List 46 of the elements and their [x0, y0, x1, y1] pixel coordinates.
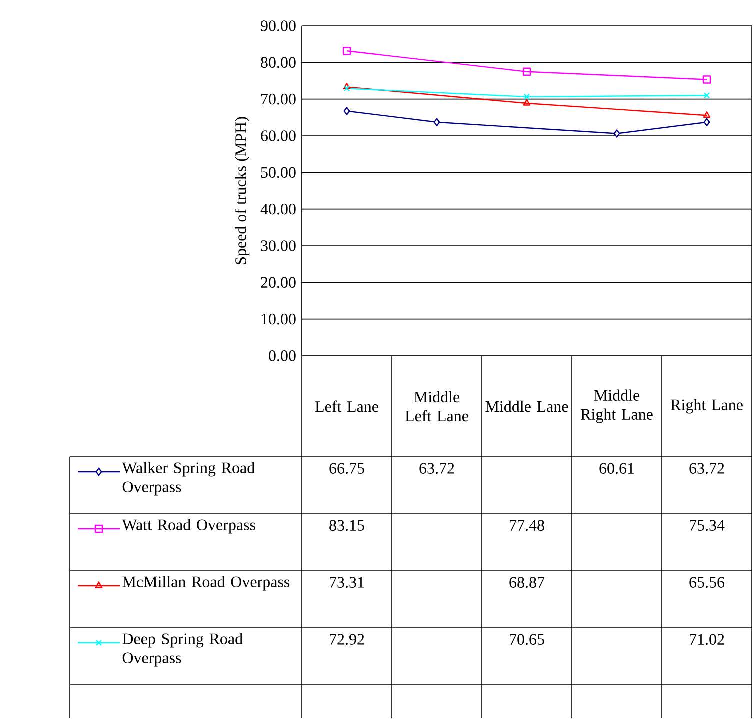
point [704, 118, 710, 126]
y-tick-label: 50.00 [261, 167, 296, 178]
y-tick-label: 70.00 [262, 94, 296, 105]
x-tick-label: Middle Right Lane [581, 390, 653, 424]
data-label: 72.92 [330, 634, 364, 646]
x-tick-label: Right Lane [671, 399, 743, 414]
y-tick-label: 40.00 [260, 204, 296, 215]
y-tick-label: 0.00 [269, 350, 296, 362]
point [523, 99, 531, 106]
point [434, 118, 440, 126]
y-tick-label: 90.00 [260, 20, 296, 32]
point [704, 92, 710, 99]
y-tick-label: 10.00 [262, 314, 296, 325]
legend-label: McMillan Road Overpass [122, 576, 290, 591]
data-label: 77.48 [510, 520, 544, 532]
legend-label: Watt Road Overpass [122, 519, 256, 534]
y-tick-label: 20.00 [261, 277, 296, 288]
x-tick-label: Middle Lane [486, 400, 568, 412]
data-label: 70.65 [510, 634, 544, 646]
point [344, 107, 350, 116]
point [343, 83, 351, 90]
legend-label: Deep Spring Road Overpass [122, 633, 243, 667]
x-tick-label: Middle Left Lane [405, 391, 468, 422]
legend-label: Walker Spring Road Overpass [122, 462, 255, 496]
point [524, 94, 530, 100]
y-tick-label: 80.00 [261, 57, 296, 68]
data-label: 65.56 [690, 577, 725, 588]
point [344, 86, 350, 92]
data-label: 63.72 [690, 463, 724, 474]
point [342, 47, 352, 56]
y-tick-label: 60.00 [261, 130, 296, 142]
data-label: 71.02 [690, 634, 724, 646]
point [702, 76, 712, 84]
y-tick-label: 30.00 [261, 240, 296, 252]
x-tick-label: Left Lane [315, 400, 378, 412]
y-axis-title: Speed of trucks (MPH) [234, 117, 250, 264]
data-label: 83.15 [330, 520, 364, 532]
data-label: 75.34 [690, 520, 725, 532]
data-label: 60.61 [600, 463, 634, 474]
data-label: 68.87 [510, 577, 545, 588]
point [703, 112, 711, 118]
data-label: 66.75 [330, 463, 364, 474]
point [522, 68, 532, 76]
data-label: 73.31 [330, 577, 364, 588]
data-label: 63.72 [420, 463, 454, 474]
point [614, 130, 620, 138]
